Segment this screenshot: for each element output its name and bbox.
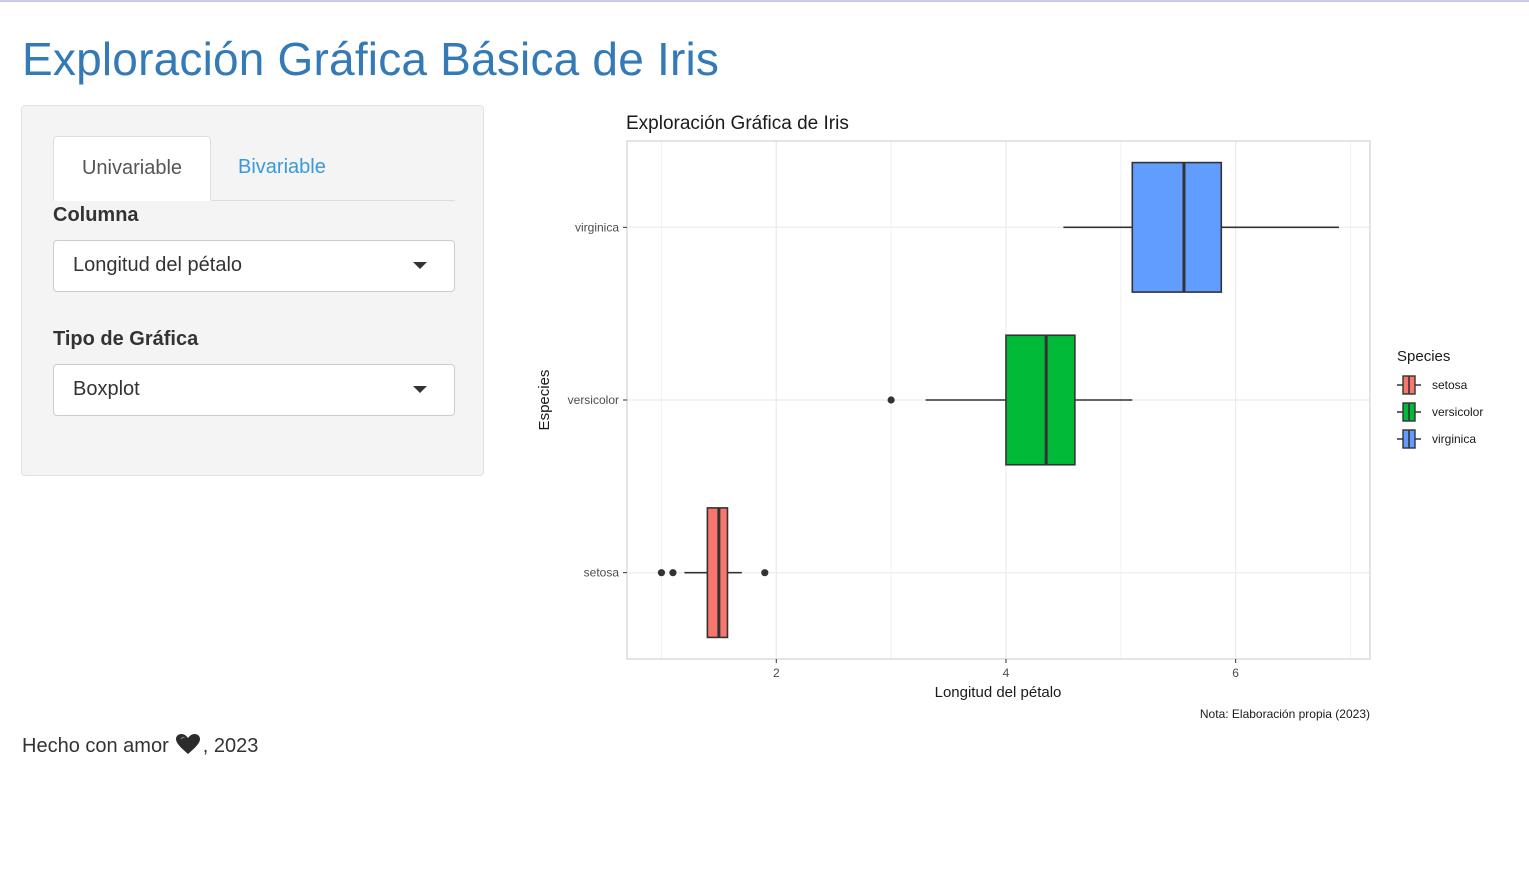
y-tick-label: virginica bbox=[575, 220, 619, 234]
footer: Hecho con amor , 2023 bbox=[22, 733, 258, 761]
footer-year: , 2023 bbox=[202, 735, 259, 757]
outlier-point bbox=[761, 569, 769, 577]
y-tick-label: versicolor bbox=[568, 393, 619, 407]
box-virginica bbox=[1131, 161, 1223, 293]
footer-text: Hecho con amor bbox=[22, 735, 169, 757]
outlier-point bbox=[669, 569, 677, 577]
x-axis-title: Longitud del pétalo bbox=[935, 684, 1062, 701]
plot-layer: 2 4 6 setosa versicolor virginica setosa versic… bbox=[568, 140, 1483, 680]
page-title: Exploración Gráfica Básica de Iris bbox=[22, 33, 720, 85]
legend-label: versicolor bbox=[1432, 405, 1483, 419]
tab-univariable[interactable]: Univariable bbox=[53, 136, 211, 201]
column-select-value: Longitud del pétalo bbox=[73, 254, 243, 276]
outlier-point bbox=[657, 569, 666, 577]
x-tick-label: 4 bbox=[1003, 666, 1010, 680]
x-tick-label: 2 bbox=[773, 666, 780, 680]
caret-down-icon bbox=[413, 386, 427, 393]
caret-down-icon bbox=[413, 262, 427, 269]
y-tick-label: setosa bbox=[584, 566, 620, 580]
outlier-point bbox=[887, 396, 895, 404]
tab-bar: Univariable Bivariable bbox=[53, 136, 455, 201]
boxplot-chart: Exploración Gráfica de Iris Longitud del… bbox=[536, 113, 1483, 721]
chart-title: Exploración Gráfica de Iris bbox=[626, 113, 849, 134]
sidebar-panel: Univariable Bivariable Columna Longitud … bbox=[21, 105, 484, 476]
heart-icon bbox=[175, 733, 201, 761]
legend-title: Species bbox=[1397, 348, 1450, 365]
chart-type-select[interactable]: Boxplot bbox=[53, 364, 455, 416]
top-border bbox=[0, 0, 1529, 2]
tab-bivariable[interactable]: Bivariable bbox=[238, 156, 326, 178]
column-select[interactable]: Longitud del pétalo bbox=[53, 240, 455, 292]
chart-type-select-value: Boxplot bbox=[73, 378, 140, 400]
chart-type-label: Tipo de Gráfica bbox=[53, 328, 199, 350]
y-axis-title: Especies bbox=[536, 370, 553, 431]
legend-label: setosa bbox=[1432, 378, 1468, 392]
legend-label: virginica bbox=[1432, 432, 1476, 446]
x-tick-label: 6 bbox=[1232, 666, 1239, 680]
column-label: Columna bbox=[53, 204, 139, 226]
box-versicolor bbox=[1005, 334, 1076, 466]
chart-caption: Nota: Elaboración propia (2023) bbox=[1200, 707, 1370, 721]
